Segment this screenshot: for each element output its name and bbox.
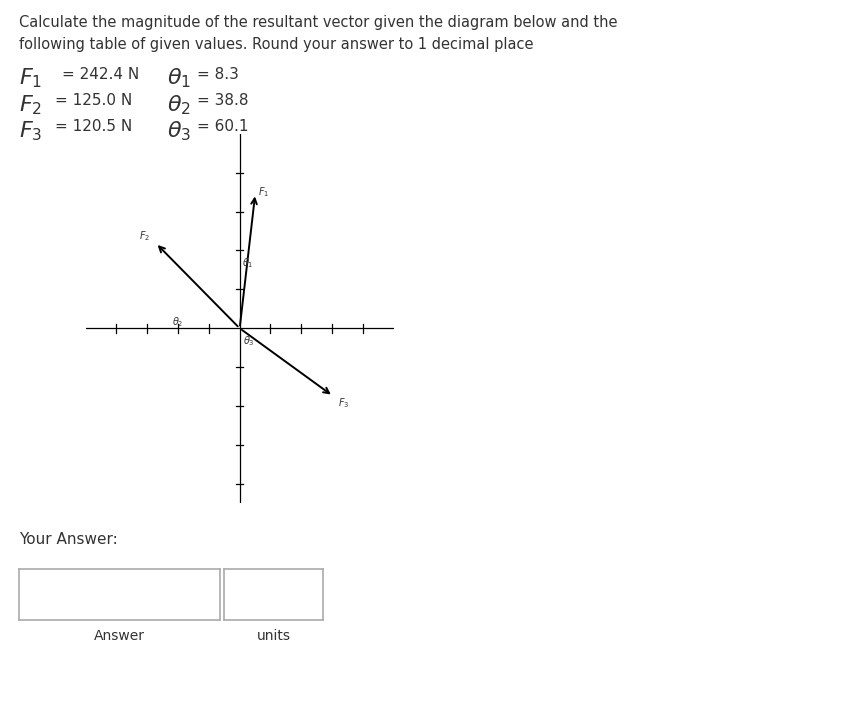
Text: $\theta_2$: $\theta_2$: [172, 315, 183, 329]
Text: $\it{\theta}_3$: $\it{\theta}_3$: [167, 119, 191, 143]
Text: units: units: [257, 629, 290, 643]
Text: $\it{F}_1$: $\it{F}_1$: [19, 67, 42, 91]
Text: = 38.8: = 38.8: [197, 93, 248, 108]
Text: $\theta_3$: $\theta_3$: [243, 334, 255, 348]
Text: $\it{F}_3$: $\it{F}_3$: [19, 119, 42, 143]
Text: $\it{F}_2$: $\it{F}_2$: [19, 93, 42, 117]
Text: $\it{F}_2$: $\it{F}_2$: [139, 229, 150, 243]
Text: = 8.3: = 8.3: [197, 67, 239, 82]
Text: $\it{F}_3$: $\it{F}_3$: [338, 396, 349, 410]
Text: Answer: Answer: [94, 629, 145, 643]
Text: $\it{\theta}_2$: $\it{\theta}_2$: [167, 93, 191, 117]
Text: following table of given values. Round your answer to 1 decimal place: following table of given values. Round y…: [19, 37, 533, 51]
Text: Calculate the magnitude of the resultant vector given the diagram below and the: Calculate the magnitude of the resultant…: [19, 15, 617, 30]
Text: $\it{F}_1$: $\it{F}_1$: [259, 185, 270, 199]
Text: = 242.4 N: = 242.4 N: [62, 67, 139, 82]
Text: = 60.1: = 60.1: [197, 119, 248, 134]
Text: $\theta_1$: $\theta_1$: [242, 256, 253, 270]
Text: Your Answer:: Your Answer:: [19, 532, 117, 546]
Text: = 125.0 N: = 125.0 N: [55, 93, 132, 108]
Text: $\it{\theta}_1$: $\it{\theta}_1$: [167, 67, 191, 91]
Text: = 120.5 N: = 120.5 N: [55, 119, 132, 134]
